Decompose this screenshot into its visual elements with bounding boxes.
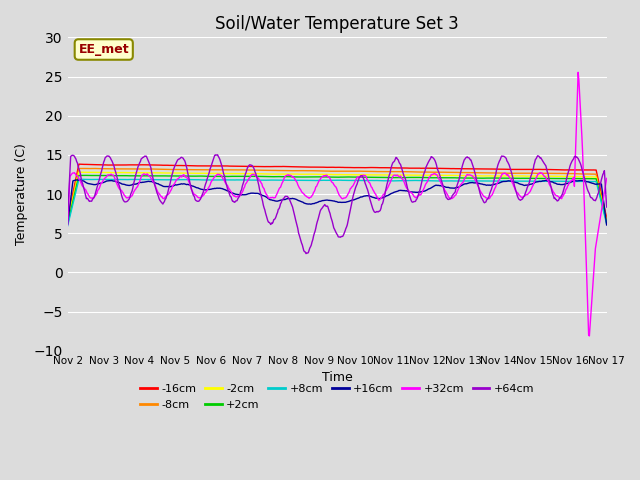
-16cm xyxy=(130,162,138,168)
+8cm xyxy=(64,223,72,228)
-2cm xyxy=(403,172,411,178)
-2cm xyxy=(213,170,221,176)
Line: -2cm: -2cm xyxy=(68,172,607,222)
+64cm xyxy=(64,213,72,219)
-8cm xyxy=(184,167,192,172)
-2cm xyxy=(419,172,427,178)
X-axis label: Time: Time xyxy=(322,371,353,384)
+32cm xyxy=(129,191,137,197)
-8cm xyxy=(213,167,221,173)
-2cm xyxy=(603,219,611,225)
+32cm xyxy=(74,173,81,179)
+8cm xyxy=(78,176,86,182)
-8cm xyxy=(419,169,427,175)
+64cm xyxy=(184,169,191,175)
+64cm xyxy=(302,251,310,256)
+16cm xyxy=(419,189,427,194)
+32cm xyxy=(419,189,426,195)
+8cm xyxy=(130,177,138,182)
-2cm xyxy=(64,219,72,225)
-2cm xyxy=(184,170,192,176)
-8cm xyxy=(403,169,411,175)
+16cm xyxy=(213,185,221,191)
Line: +16cm: +16cm xyxy=(68,180,607,225)
+32cm xyxy=(403,185,410,191)
+16cm xyxy=(184,182,192,188)
+8cm xyxy=(74,182,81,188)
-16cm xyxy=(75,161,83,167)
-8cm xyxy=(80,166,88,171)
+8cm xyxy=(419,178,427,183)
Legend: -16cm, -8cm, -2cm, +2cm, +8cm, +16cm, +32cm, +64cm: -16cm, -8cm, -2cm, +2cm, +8cm, +16cm, +3… xyxy=(136,380,539,414)
+16cm xyxy=(403,188,411,194)
-16cm xyxy=(213,163,221,169)
-8cm xyxy=(130,166,138,172)
+64cm xyxy=(404,188,412,193)
+32cm xyxy=(603,176,611,181)
+64cm xyxy=(212,152,220,158)
-16cm xyxy=(403,165,411,171)
-2cm xyxy=(130,170,138,176)
Line: +32cm: +32cm xyxy=(68,72,607,336)
-8cm xyxy=(603,217,611,223)
+2cm xyxy=(74,179,81,185)
+64cm xyxy=(214,152,221,158)
+2cm xyxy=(603,220,611,226)
+16cm xyxy=(74,177,81,183)
+32cm xyxy=(574,70,582,75)
+64cm xyxy=(129,185,137,191)
+16cm xyxy=(603,222,611,228)
Title: Soil/Water Temperature Set 3: Soil/Water Temperature Set 3 xyxy=(215,15,459,33)
-8cm xyxy=(64,217,72,223)
+2cm xyxy=(77,172,85,178)
+64cm xyxy=(420,171,428,177)
Line: -16cm: -16cm xyxy=(68,164,607,218)
Line: -8cm: -8cm xyxy=(68,168,607,220)
+32cm xyxy=(212,173,220,179)
Line: +8cm: +8cm xyxy=(68,179,607,226)
+2cm xyxy=(419,175,427,180)
+16cm xyxy=(130,181,138,187)
Y-axis label: Temperature (C): Temperature (C) xyxy=(15,143,28,245)
Line: +64cm: +64cm xyxy=(68,155,607,253)
+8cm xyxy=(213,177,221,183)
+16cm xyxy=(64,221,72,227)
-8cm xyxy=(74,172,81,178)
+2cm xyxy=(184,173,192,179)
-16cm xyxy=(419,165,427,171)
+8cm xyxy=(603,221,611,227)
Line: +2cm: +2cm xyxy=(68,175,607,224)
+2cm xyxy=(213,173,221,179)
-2cm xyxy=(74,176,81,182)
+8cm xyxy=(184,177,192,182)
-2cm xyxy=(77,169,84,175)
+16cm xyxy=(74,177,82,183)
+2cm xyxy=(403,175,411,180)
+64cm xyxy=(603,204,611,210)
-16cm xyxy=(603,215,611,221)
+64cm xyxy=(74,160,81,166)
+2cm xyxy=(64,221,72,227)
+8cm xyxy=(403,178,411,183)
+32cm xyxy=(586,333,593,339)
+2cm xyxy=(130,173,138,179)
Text: EE_met: EE_met xyxy=(79,43,129,56)
-16cm xyxy=(74,168,81,174)
-16cm xyxy=(64,216,72,221)
+32cm xyxy=(64,222,72,228)
-16cm xyxy=(184,163,192,168)
+32cm xyxy=(184,176,191,182)
